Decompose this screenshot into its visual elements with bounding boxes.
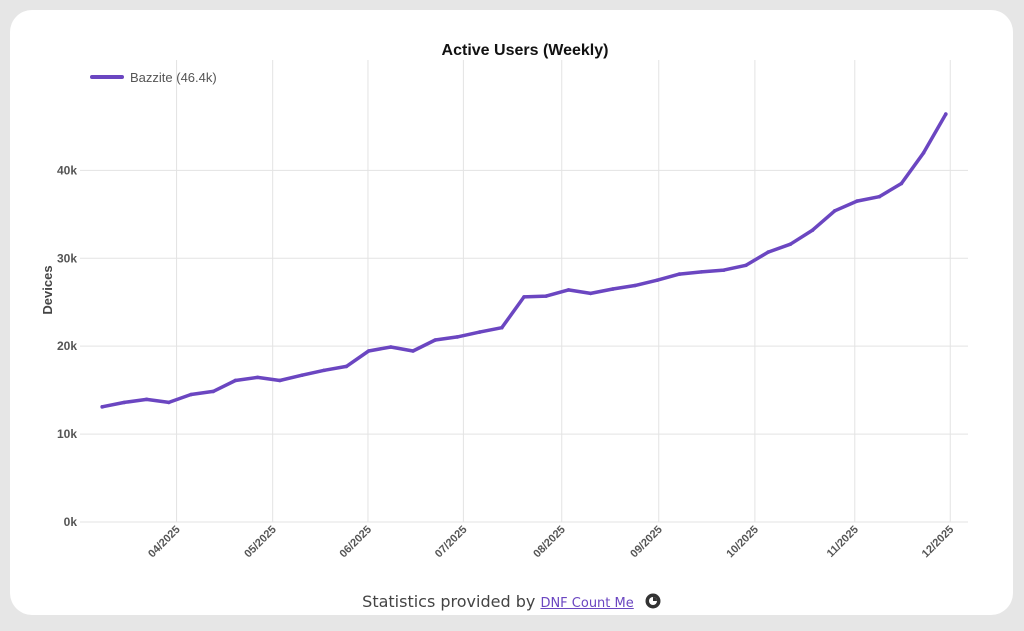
- data-point: [699, 270, 704, 274]
- horizontal-gridlines: [80, 169, 968, 523]
- data-point: [278, 378, 282, 383]
- data-point: [189, 392, 193, 397]
- data-point: [233, 378, 238, 383]
- x-tick-label: 08/2025: [531, 524, 568, 561]
- data-point: [766, 250, 770, 254]
- chart-card: 0k 10k 20k 30k 40k 04/2025 05/2025 06/2025 07/2…: [10, 10, 1013, 615]
- data-point: [788, 242, 793, 246]
- legend[interactable]: Bazzite (46.4k): [90, 70, 217, 85]
- data-point: [633, 283, 637, 288]
- data-point: [655, 278, 659, 283]
- data-point: [522, 295, 526, 299]
- data-point: [477, 330, 482, 334]
- x-tick-label: 04/2025: [146, 524, 183, 561]
- data-point: [877, 194, 881, 199]
- x-tick-label: 07/2025: [433, 524, 470, 561]
- data-point: [833, 208, 837, 213]
- data-point: [433, 338, 438, 342]
- y-tick-label: 0k: [64, 515, 78, 529]
- data-point: [744, 263, 748, 268]
- x-tick-label: 09/2025: [628, 524, 665, 561]
- data-point: [389, 345, 393, 349]
- y-tick-label: 40k: [57, 163, 77, 177]
- data-point: [455, 335, 460, 339]
- data-point: [322, 368, 327, 373]
- data-point: [611, 287, 615, 291]
- data-point: [255, 375, 260, 380]
- x-tick-label: 12/2025: [920, 524, 957, 561]
- data-point: [411, 349, 415, 353]
- data-point: [144, 397, 149, 402]
- data-point: [899, 181, 904, 186]
- pie-chart-icon: [645, 593, 661, 613]
- series-layer: [100, 112, 948, 409]
- y-axis-ticks: 0k 10k 20k 30k 40k: [57, 163, 77, 529]
- line-chart: 0k 10k 20k 30k 40k 04/2025 05/2025 06/2025 07/2…: [40, 42, 968, 561]
- data-point: [167, 400, 171, 405]
- y-tick-label: 30k: [57, 251, 77, 265]
- data-point: [588, 291, 593, 296]
- data-point: [921, 150, 926, 155]
- series-line: [100, 112, 948, 409]
- footer-prefix: Statistics provided by: [362, 592, 536, 611]
- x-tick-label: 11/2025: [825, 524, 861, 560]
- data-point: [122, 400, 127, 405]
- x-axis-ticks: 04/2025 05/2025 06/2025 07/2025 08/2025 09/20…: [146, 524, 956, 561]
- data-point: [300, 373, 304, 377]
- data-point: [566, 288, 571, 292]
- data-point: [544, 294, 548, 298]
- legend-label: Bazzite (46.4k): [130, 70, 217, 85]
- x-tick-label: 06/2025: [337, 524, 374, 561]
- dnf-count-me-link[interactable]: DNF Count Me: [540, 596, 634, 611]
- data-point: [677, 272, 682, 276]
- x-tick-label: 05/2025: [242, 524, 279, 561]
- data-point: [722, 268, 726, 272]
- data-point: [500, 325, 504, 330]
- data-point: [944, 112, 948, 116]
- data-point: [100, 405, 104, 409]
- data-point: [855, 199, 859, 203]
- y-tick-label: 10k: [57, 427, 77, 441]
- data-point: [211, 389, 215, 394]
- footer: Statistics provided by DNF Count Me: [10, 592, 1013, 613]
- y-axis-label: Devices: [40, 265, 55, 314]
- chart-title: Active Users (Weekly): [442, 42, 609, 59]
- data-point: [366, 349, 371, 353]
- data-point: [344, 364, 349, 369]
- x-tick-label: 10/2025: [724, 524, 761, 561]
- y-tick-label: 20k: [57, 339, 77, 353]
- data-point: [810, 228, 815, 232]
